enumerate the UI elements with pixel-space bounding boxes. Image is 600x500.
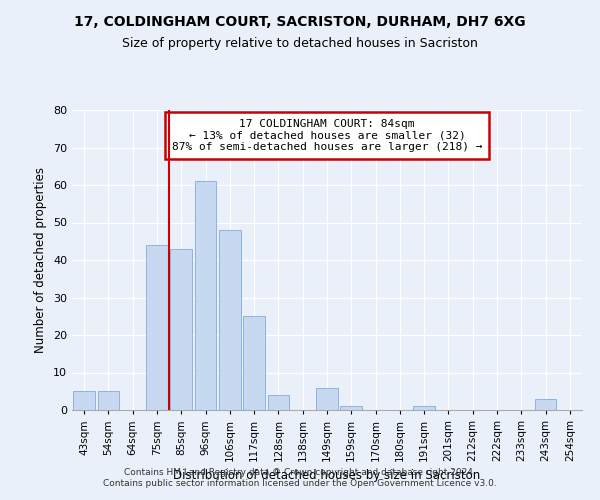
Bar (97, 391, 119, 410)
Bar (146, 245, 168, 410)
Y-axis label: Number of detached properties: Number of detached properties (34, 167, 47, 353)
Bar (219, 230, 241, 410)
Bar (413, 406, 435, 410)
Text: Size of property relative to detached houses in Sacriston: Size of property relative to detached ho… (122, 38, 478, 51)
Bar (243, 316, 265, 410)
Bar (316, 388, 338, 410)
X-axis label: Distribution of detached houses by size in Sacriston: Distribution of detached houses by size … (173, 470, 481, 482)
Text: 17 COLDINGHAM COURT: 84sqm
← 13% of detached houses are smaller (32)
87% of semi: 17 COLDINGHAM COURT: 84sqm ← 13% of deta… (172, 119, 482, 152)
Bar (340, 406, 362, 410)
Bar (170, 248, 192, 410)
Bar (535, 399, 556, 410)
Text: Contains HM Land Registry data © Crown copyright and database right 2024.
Contai: Contains HM Land Registry data © Crown c… (103, 468, 497, 487)
Bar (194, 181, 217, 410)
Text: 17, COLDINGHAM COURT, SACRISTON, DURHAM, DH7 6XG: 17, COLDINGHAM COURT, SACRISTON, DURHAM,… (74, 15, 526, 29)
Bar (73, 391, 95, 410)
Bar (268, 395, 289, 410)
